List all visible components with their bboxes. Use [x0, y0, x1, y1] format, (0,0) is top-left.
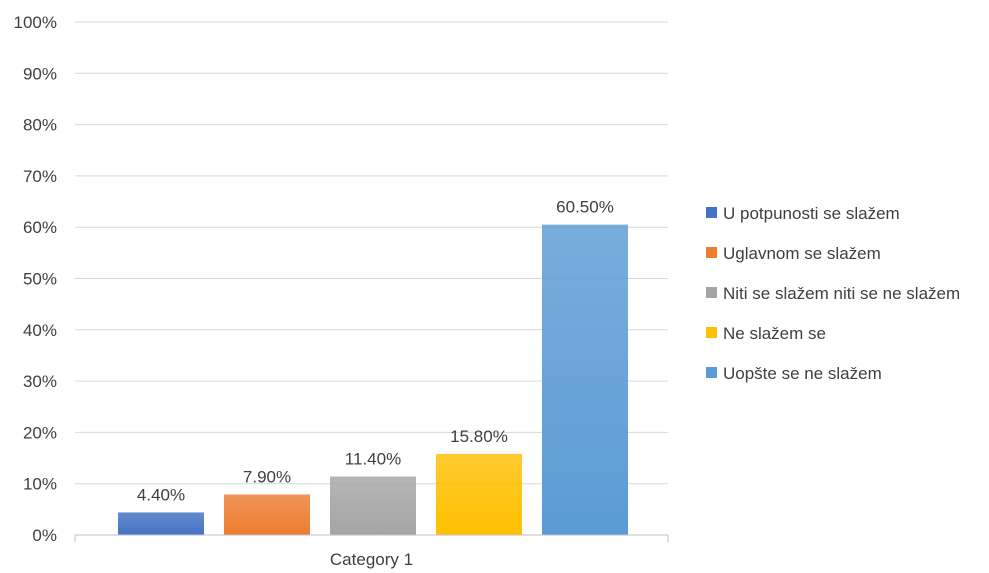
data-label: 60.50%	[556, 198, 614, 217]
y-tick-label: 60%	[23, 218, 57, 237]
legend-swatch	[706, 287, 717, 298]
y-tick-label: 90%	[23, 64, 57, 83]
legend-swatch	[706, 367, 717, 378]
y-tick-label: 30%	[23, 372, 57, 391]
y-tick-label: 40%	[23, 321, 57, 340]
y-tick-label: 50%	[23, 270, 57, 289]
data-label: 11.40%	[345, 450, 401, 469]
category-label: Category 1	[330, 550, 413, 569]
y-tick-label: 70%	[23, 167, 57, 186]
legend-swatch	[706, 327, 717, 338]
bars	[118, 224, 628, 535]
legend: U potpunosti se slažem Uglavnom se slažem…	[706, 204, 960, 383]
bar	[436, 453, 522, 535]
legend-swatch	[706, 247, 717, 258]
y-axis-ticks: 0% 10% 20% 30% 40% 50% 60% 70% 80% 90% 100%	[14, 13, 57, 545]
legend-label: Niti se slažem niti se ne slažem	[723, 284, 960, 303]
legend-label: U potpunosti se slažem	[723, 204, 900, 223]
data-label: 4.40%	[137, 485, 185, 504]
y-tick-label: 20%	[23, 423, 57, 442]
data-labels: 4.40% 7.90% 11.40% 15.80% 60.50%	[137, 198, 614, 505]
legend-label: Uglavnom se slažem	[723, 244, 881, 263]
x-axis: Category 1	[74, 534, 669, 569]
legend-swatch	[706, 207, 717, 218]
y-tick-label: 10%	[23, 475, 57, 494]
bar	[118, 512, 204, 535]
gridlines	[75, 21, 668, 485]
data-label: 7.90%	[243, 467, 291, 486]
bar	[224, 494, 310, 535]
data-label: 15.80%	[450, 427, 508, 446]
y-tick-label: 80%	[23, 116, 57, 135]
bar	[542, 224, 628, 535]
legend-label: Ne slažem se	[723, 324, 826, 343]
y-tick-label: 100%	[14, 13, 57, 32]
bar	[330, 476, 416, 535]
y-tick-label: 0%	[32, 526, 57, 545]
legend-label: Uopšte se ne slažem	[723, 364, 882, 383]
